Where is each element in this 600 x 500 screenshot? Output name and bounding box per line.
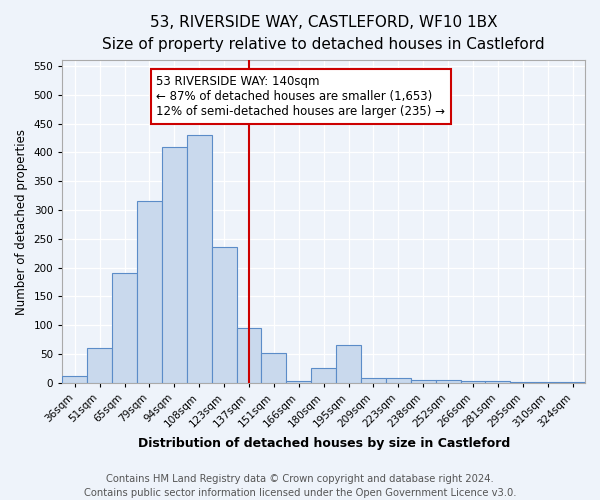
Bar xyxy=(311,368,336,383)
Bar xyxy=(411,380,436,383)
Bar xyxy=(560,382,585,383)
Title: 53, RIVERSIDE WAY, CASTLEFORD, WF10 1BX
Size of property relative to detached ho: 53, RIVERSIDE WAY, CASTLEFORD, WF10 1BX … xyxy=(103,15,545,52)
Bar xyxy=(137,202,162,383)
Bar xyxy=(286,381,311,383)
Bar xyxy=(212,248,236,383)
Bar xyxy=(262,353,286,383)
Bar xyxy=(461,381,485,383)
Bar xyxy=(511,382,535,383)
X-axis label: Distribution of detached houses by size in Castleford: Distribution of detached houses by size … xyxy=(137,437,510,450)
Y-axis label: Number of detached properties: Number of detached properties xyxy=(15,128,28,314)
Bar xyxy=(361,378,386,383)
Bar xyxy=(87,348,112,383)
Bar xyxy=(112,274,137,383)
Bar xyxy=(535,382,560,383)
Bar xyxy=(62,376,87,383)
Bar xyxy=(236,328,262,383)
Bar xyxy=(485,381,511,383)
Bar xyxy=(436,380,461,383)
Text: Contains HM Land Registry data © Crown copyright and database right 2024.
Contai: Contains HM Land Registry data © Crown c… xyxy=(84,474,516,498)
Bar xyxy=(162,146,187,383)
Bar xyxy=(187,135,212,383)
Bar xyxy=(386,378,411,383)
Text: 53 RIVERSIDE WAY: 140sqm
← 87% of detached houses are smaller (1,653)
12% of sem: 53 RIVERSIDE WAY: 140sqm ← 87% of detach… xyxy=(157,75,445,118)
Bar xyxy=(336,346,361,383)
